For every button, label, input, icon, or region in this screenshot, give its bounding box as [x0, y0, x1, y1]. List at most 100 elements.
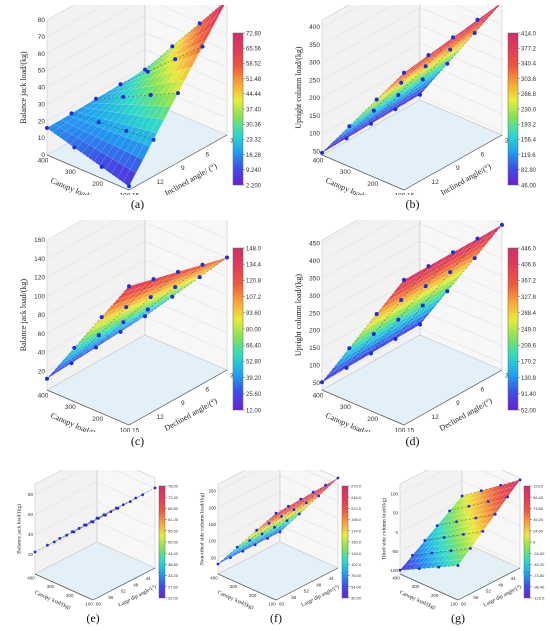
- colorbar-tick-label: 148.0: [246, 246, 262, 252]
- surface-gridline: [120, 46, 203, 85]
- data-point: [445, 289, 450, 294]
- data-point: [347, 346, 352, 351]
- x-tick-label: 300: [340, 404, 351, 411]
- z-tick-label: 10: [38, 135, 46, 142]
- z-tick-label: 50: [38, 68, 46, 75]
- colorbar-tick-label: 66.40: [246, 343, 262, 349]
- y-tick-label: 56: [108, 595, 114, 600]
- y-tick-label: 44: [146, 576, 152, 581]
- data-point: [469, 547, 472, 550]
- surface-mesh: [217, 477, 339, 565]
- y-axis-line: [275, 567, 339, 601]
- y-tick-label: 52: [121, 589, 127, 594]
- z-tick-label: 70: [38, 34, 46, 41]
- colorbar-tick-label: 38.80: [168, 562, 179, 567]
- colorbar-tick-label: 39.20: [246, 376, 262, 382]
- surface-gridline: [46, 286, 130, 379]
- data-point: [148, 93, 153, 97]
- colorbar-tick-label: 150.0: [351, 540, 362, 545]
- colorbar-tick-label: 80.00: [246, 327, 262, 333]
- data-point: [278, 530, 282, 534]
- data-point: [369, 121, 373, 126]
- surface-gridline: [395, 19, 478, 110]
- surface-gridline: [399, 565, 459, 571]
- colorbar-tick-label: 288.4: [521, 311, 537, 317]
- z-gridline: [46, 49, 228, 105]
- z-gridline: [321, 42, 503, 99]
- colorbar-tick-label: 174.0: [351, 528, 362, 533]
- y-axis-line: [403, 369, 503, 426]
- data-point: [145, 69, 150, 74]
- y-tick-label: 48: [133, 582, 139, 587]
- x-tick-label: 400: [313, 158, 324, 165]
- colorbar-tick-label: 73.80: [533, 506, 544, 511]
- colorbar-tick-label: 55.60: [168, 528, 179, 533]
- panel-d: 50 100 150 200 250 300 350 400 450 400 300 200 100 15…: [280, 220, 545, 452]
- data-point: [402, 277, 406, 282]
- z-tick-label: 140: [34, 256, 45, 263]
- colorbar-tick-label: -123.0: [533, 596, 545, 601]
- z-axis-title: Upright column load/(kg): [294, 46, 303, 129]
- surface-gridline: [96, 487, 156, 519]
- y-tick-label: 12: [157, 179, 165, 186]
- z-tick-label: 100: [208, 539, 216, 544]
- colorbar-tick-label: 82.80: [521, 168, 537, 174]
- colorbar-tick-label: 51.48: [246, 77, 262, 83]
- z-tick-label: 150: [309, 345, 320, 352]
- x-tick-label: 200: [367, 181, 378, 188]
- colorbar-tick-label: 30.00: [351, 596, 362, 601]
- colorbar-tick-label: 52.80: [246, 360, 262, 366]
- colorbar-tick-label: 37.40: [246, 107, 262, 113]
- data-point: [77, 527, 81, 530]
- y-tick-label: 12: [432, 414, 440, 421]
- data-point: [371, 108, 376, 113]
- data-point: [143, 67, 147, 72]
- y-axis-line: [128, 369, 228, 426]
- data-point: [128, 500, 132, 503]
- z-tick-label: 120: [34, 275, 45, 282]
- z-tick-label: 80: [38, 312, 46, 319]
- surface-cell: [488, 5, 500, 14]
- data-point: [118, 329, 123, 334]
- y-tick-label: 60: [461, 602, 467, 607]
- z-gridline: [321, 5, 503, 46]
- data-point: [371, 332, 376, 336]
- colorbar-tick-label: 52.00: [521, 408, 537, 414]
- colorbar: [158, 485, 166, 599]
- surface-mesh: [46, 5, 225, 187]
- colorbar-tick-label: 126.0: [351, 551, 362, 556]
- colorbar-tick-label: 170.2: [521, 360, 537, 366]
- data-point: [200, 44, 205, 49]
- data-point: [336, 476, 340, 480]
- data-point: [145, 307, 150, 312]
- surface-cell: [178, 267, 193, 276]
- data-point: [396, 93, 401, 97]
- y-tick-label: 6: [206, 386, 210, 393]
- x-axis-line: [46, 154, 130, 191]
- data-point: [448, 270, 453, 275]
- z-gridline: [321, 240, 503, 297]
- data-point: [430, 551, 434, 555]
- data-point: [467, 504, 471, 508]
- colorbar-tick-label: 91.40: [521, 392, 537, 398]
- data-point: [141, 493, 145, 497]
- z-tick-label: 150: [208, 522, 216, 527]
- colorbar-tick-label: 107.2: [246, 295, 262, 301]
- z-gridline: [46, 220, 228, 260]
- surface-gridline: [370, 252, 454, 354]
- y-tick-label: 56: [291, 595, 297, 600]
- panel-a-label: (a): [130, 197, 145, 211]
- z-tick-label: 50: [313, 380, 321, 387]
- data-point: [197, 275, 202, 280]
- data-point: [442, 536, 446, 539]
- panel-f: 50100150200250400300200100605652484440Ca…: [188, 470, 364, 628]
- surface-gridline: [419, 5, 500, 95]
- z-tick-label: 50: [313, 148, 321, 155]
- data-point: [449, 549, 453, 553]
- z-tick-label: 250: [309, 77, 320, 84]
- surface-gridline: [217, 513, 277, 565]
- data-point: [455, 520, 458, 524]
- x-tick-label: 300: [47, 584, 55, 589]
- x-tick-label: 200: [66, 593, 74, 598]
- y-tick-label: 3: [230, 138, 234, 145]
